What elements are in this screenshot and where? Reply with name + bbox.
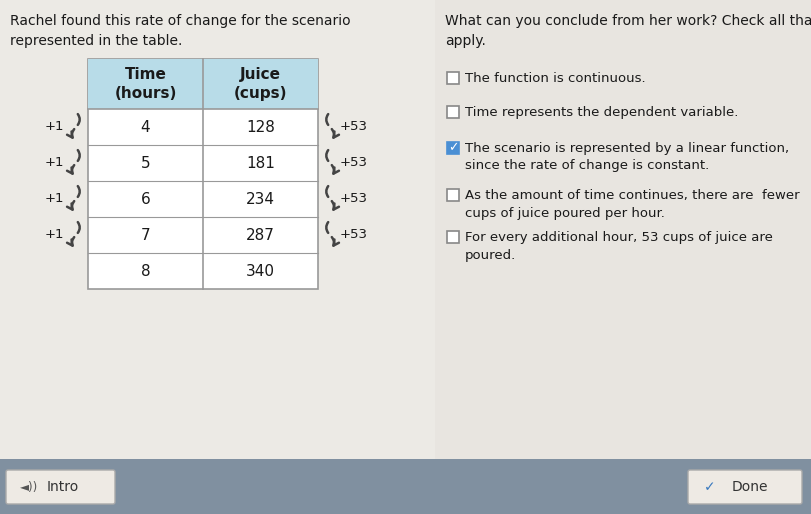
FancyBboxPatch shape — [446, 189, 458, 201]
Text: Time represents the dependent variable.: Time represents the dependent variable. — [465, 106, 737, 119]
Text: +53: +53 — [340, 156, 367, 170]
Text: 234: 234 — [246, 192, 275, 207]
Text: The scenario is represented by a linear function,
since the rate of change is co: The scenario is represented by a linear … — [465, 142, 788, 173]
FancyBboxPatch shape — [446, 142, 458, 154]
Text: 5: 5 — [140, 156, 150, 171]
FancyBboxPatch shape — [88, 59, 318, 289]
Text: 8: 8 — [140, 264, 150, 279]
Text: 181: 181 — [246, 156, 275, 171]
FancyBboxPatch shape — [446, 231, 458, 243]
Text: +1: +1 — [44, 229, 64, 242]
Text: Juice
(cups): Juice (cups) — [234, 67, 287, 101]
Text: Intro: Intro — [47, 480, 79, 494]
Text: +1: +1 — [44, 120, 64, 134]
Text: ✓: ✓ — [703, 480, 714, 494]
Text: +1: +1 — [44, 193, 64, 206]
Text: ✓: ✓ — [447, 141, 457, 155]
Text: 128: 128 — [246, 119, 275, 135]
Text: +53: +53 — [340, 229, 367, 242]
Text: Done: Done — [731, 480, 767, 494]
FancyBboxPatch shape — [446, 72, 458, 84]
FancyBboxPatch shape — [687, 470, 801, 504]
Text: Time
(hours): Time (hours) — [114, 67, 177, 101]
Text: The function is continuous.: The function is continuous. — [465, 72, 645, 85]
Text: +1: +1 — [44, 156, 64, 170]
Text: Rachel found this rate of change for the scenario
represented in the table.: Rachel found this rate of change for the… — [10, 14, 350, 47]
FancyBboxPatch shape — [435, 0, 811, 459]
Text: 340: 340 — [246, 264, 275, 279]
FancyBboxPatch shape — [0, 459, 811, 514]
Text: 6: 6 — [140, 192, 150, 207]
Text: As the amount of time continues, there are  fewer
cups of juice poured per hour.: As the amount of time continues, there a… — [465, 189, 799, 219]
Text: +53: +53 — [340, 193, 367, 206]
FancyBboxPatch shape — [88, 59, 318, 109]
FancyBboxPatch shape — [6, 470, 115, 504]
Text: ◄)): ◄)) — [20, 481, 38, 493]
FancyBboxPatch shape — [446, 106, 458, 118]
Text: 287: 287 — [246, 228, 275, 243]
Text: +53: +53 — [340, 120, 367, 134]
Text: 7: 7 — [140, 228, 150, 243]
Text: 4: 4 — [140, 119, 150, 135]
FancyBboxPatch shape — [0, 0, 435, 459]
Text: What can you conclude from her work? Check all that
apply.: What can you conclude from her work? Che… — [444, 14, 811, 47]
Text: For every additional hour, 53 cups of juice are
poured.: For every additional hour, 53 cups of ju… — [465, 231, 772, 262]
